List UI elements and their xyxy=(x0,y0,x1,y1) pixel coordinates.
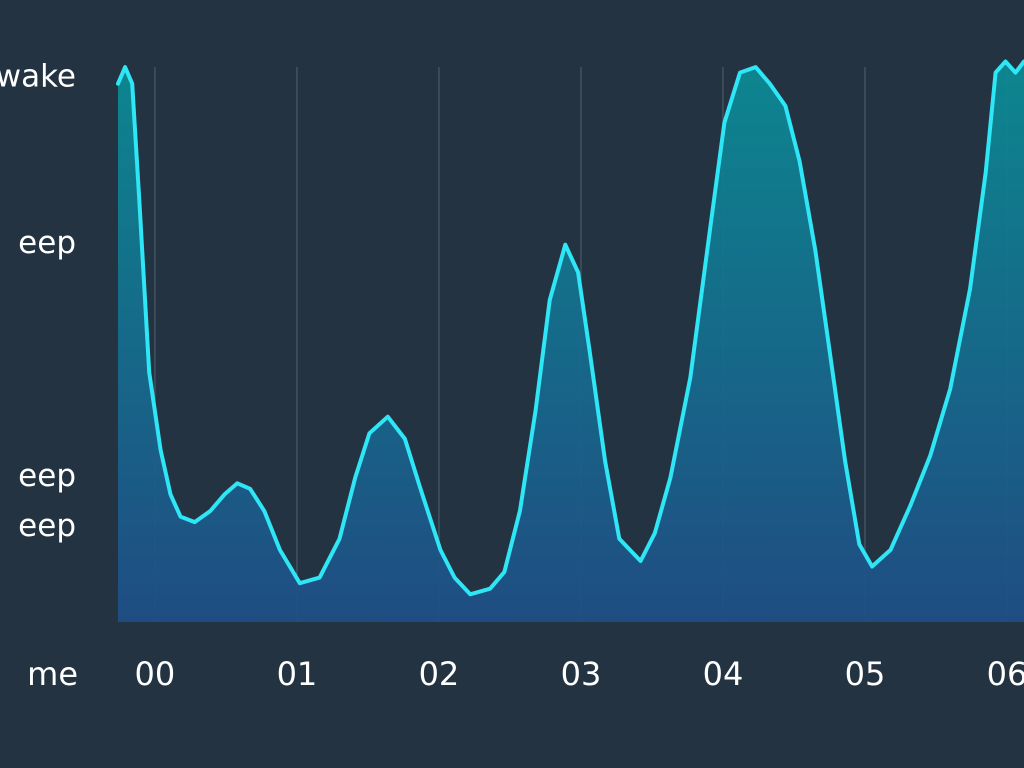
x-axis-label: me xyxy=(27,655,78,693)
x-tick-label: 05 xyxy=(845,655,886,693)
line xyxy=(116,59,1024,597)
x-tick-label: 06 xyxy=(987,655,1024,693)
y-tick-label: wake xyxy=(0,59,76,95)
labels: 00 01 02 03 04 05 06 wake eep eep eep xyxy=(0,59,1024,693)
plot xyxy=(116,59,1024,622)
x-tick-label: 03 xyxy=(561,655,602,693)
y-tick-label: eep xyxy=(18,458,76,494)
x-tick-label: 00 xyxy=(135,655,176,693)
y-tick-label: eep xyxy=(18,508,76,544)
y-tick-label: eep xyxy=(18,225,76,261)
x-tick-label: 01 xyxy=(277,655,318,693)
x-tick-label: 04 xyxy=(703,655,744,693)
area xyxy=(118,61,1024,622)
x-tick-label: 02 xyxy=(419,655,460,693)
